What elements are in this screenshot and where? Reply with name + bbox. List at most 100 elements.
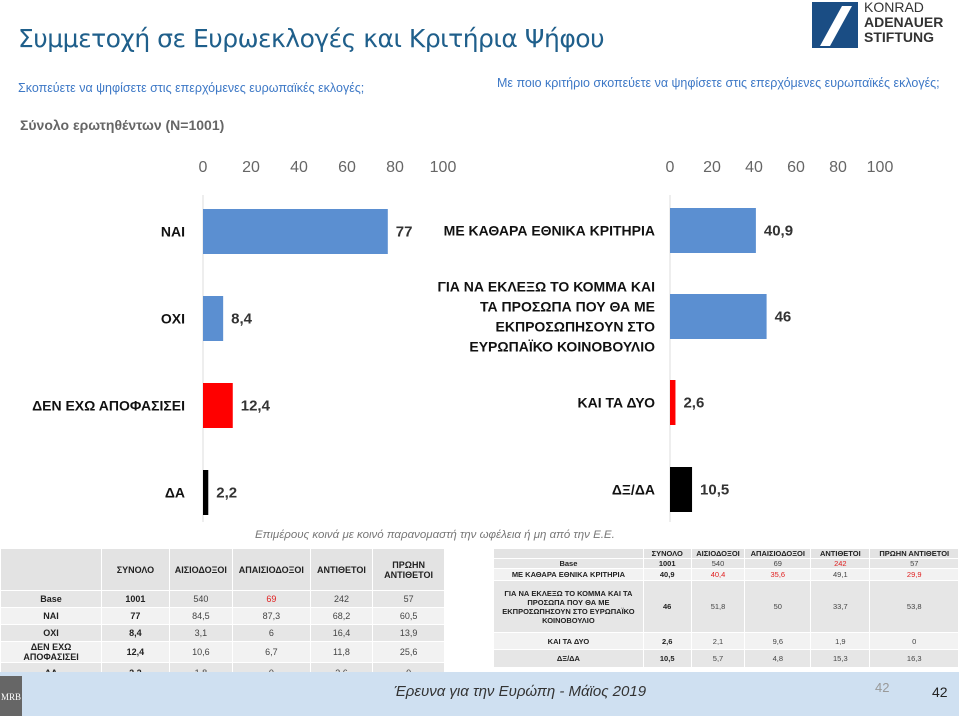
table-cell: 6,7 [231,641,311,663]
bar [203,470,209,515]
column-header: ΑΠΑΙΣΙΟΔΟΞΟΙ [231,548,311,591]
category-label: ΕΚΠΡΟΣΩΠΗΣΟΥΝ ΣΤΟ [496,319,656,335]
data-label: 2,6 [683,395,704,412]
row-label: ΜΕ ΚΑΘΑΡΑ ΕΘΝΙΚΑ ΚΡΙΤΗΡΙΑ [493,568,644,581]
table-cell: 35,6 [744,568,812,581]
table-cell: 13,9 [372,624,445,642]
row-label: Base [0,590,103,608]
row-label: ΔΞ/ΔΑ [493,649,644,668]
x-tick-label: 20 [703,159,721,176]
table-cell: 2,1 [690,632,746,650]
table-cell: 10,5 [642,649,692,668]
table-cell: 60,5 [372,607,445,625]
table-row: ΜΕ ΚΑΘΑΡΑ ΕΘΝΙΚΑ ΚΡΙΤΗΡΙΑ 40,9 40,4 35,6 49,… [493,568,959,581]
table-cell: 33,7 [810,580,871,633]
bar [203,383,233,428]
table-cell: 10,6 [168,641,233,663]
logo-line: KONRAD [864,0,924,15]
x-tick-label: 0 [199,159,208,176]
table-cell: 51,8 [690,580,746,633]
bar [670,467,693,512]
data-label: 2,2 [216,485,237,502]
table-cell: 5,7 [690,649,746,668]
table-cell: 46 [642,580,692,633]
table-cell: 6 [231,624,311,642]
category-label: ΔΞ/ΔΑ [612,482,655,498]
row-label: ΔΕΝ ΕΧΩ ΑΠΟΦΑΣΙΣΕΙ [0,641,103,663]
table-cell: 25,6 [372,641,445,663]
table-row: ΝΑΙ 77 84,5 87,3 68,2 60,5 [0,607,445,625]
table-cell: 57 [372,590,445,608]
table-cell: 40,4 [690,568,746,581]
charts: 0 20 40 60 80 100 77 ΝΑΙ 8,4 ΟΧΙ 12,4 ΔΕΝ ΕΧΩ ΑΠΟΦΑ… [32,159,894,522]
table-left: ΣΥΝΟΛΟ ΑΙΣΙΟΔΟΞΟΙ ΑΠΑΙΣΙΟΔΟΞΟΙ ΑΝΤΙΘΕΤΟΙ ΠΡΩ… [0,548,445,684]
table-row: Base 1001 540 69 242 57 [0,590,445,608]
logo-line: ADENAUER [864,14,944,30]
table-row: ΓΙΑ ΝΑ ΕΚΛΕΞΩ ΤΟ ΚΟΜΜΑ ΚΑΙ ΤΑ ΠΡΟΣΩΠΑ ΠΟ… [493,580,959,633]
table-cell: 540 [690,558,746,569]
column-header: ΣΥΝΟΛΟ [642,548,692,559]
note: Επιμέρους κοινά με κοινό παρανομαστή την… [255,529,615,541]
logo-line: STIFTUNG [864,29,934,45]
footer [0,672,959,716]
table-cell: 242 [309,590,374,608]
table-row: ΔΞ/ΔΑ 10,5 5,7 4,8 15,3 16,3 [493,649,959,668]
table-cell: 69 [744,558,812,569]
column-header [493,548,644,559]
row-label: ΚΑΙ ΤΑ ΔΥΟ [493,632,644,650]
table-cell: 50 [744,580,812,633]
table-cell: 16,4 [309,624,374,642]
kas-logo-mark [812,2,858,48]
row-label: ΓΙΑ ΝΑ ΕΚΛΕΞΩ ΤΟ ΚΟΜΜΑ ΚΑΙ ΤΑ ΠΡΟΣΩΠΑ ΠΟ… [493,580,644,633]
x-tick-label: 20 [242,159,260,176]
x-tick-label: 80 [829,159,847,176]
table-cell: 57 [869,558,959,569]
table-cell: 69 [231,590,311,608]
footer-text: Έρευνα για την Ευρώπη - Μάϊος 2019 [393,683,647,700]
table-cell: 40,9 [642,568,692,581]
table-cell: 16,3 [869,649,959,668]
page-number: 42 [932,684,948,700]
column-header: ΑΝΤΙΘΕΤΟΙ [309,548,374,591]
table-cell: 84,5 [168,607,233,625]
column-header: ΠΡΩΗΝ ΑΝΤΙΘΕΤΟΙ [372,548,445,591]
question-right: Με ποιο κριτήριο σκοπεύετε να ψηφίσετε σ… [497,76,940,90]
table-cell: 2,6 [642,632,692,650]
row-label: ΝΑΙ [0,607,103,625]
x-tick-label: 60 [338,159,356,176]
base-label: Σύνολο ερωτηθέντων (N=1001) [20,117,225,133]
category-label: ΕΥΡΩΠΑΪΚΟ ΚΟΙΝΟΒΟΥΛΙΟ [469,339,655,355]
table-row: ΔΕΝ ΕΧΩ ΑΠΟΦΑΣΙΣΕΙ 12,4 10,6 6,7 11,8 25,6 [0,641,445,663]
data-label: 10,5 [700,482,729,499]
page-number-faint: 42 [875,680,890,695]
mrb-logo: MRB [0,676,22,716]
data-label: 77 [396,224,413,241]
table-cell: 53,8 [869,580,959,633]
table-row: ΟΧΙ 8,4 3,1 6 16,4 13,9 [0,624,445,642]
x-tick-label: 60 [787,159,805,176]
category-label: ΤΑ ΠΡΟΣΩΠΑ ΠΟΥ ΘΑ ΜΕ [480,299,655,315]
table-cell: 9,6 [744,632,812,650]
table-cell: 3,1 [168,624,233,642]
table-cell: 15,3 [810,649,871,668]
column-header: ΠΡΩΗΝ ΑΝΤΙΘΕΤΟΙ [869,548,959,559]
x-tick-label: 100 [867,159,894,176]
table-right: ΣΥΝΟΛΟ ΑΙΣΙΟΔΟΞΟΙ ΑΠΑΙΣΙΟΔΟΞΟΙ ΑΝΤΙΘΕΤΟΙ ΠΡΩ… [493,548,959,668]
category-label: ΚΑΙ ΤΑ ΔΥΟ [578,395,656,411]
column-header: ΣΥΝΟΛΟ [101,548,170,591]
table-cell: 540 [168,590,233,608]
table-cell: 1,9 [810,632,871,650]
bar [203,296,224,341]
table-cell: 1001 [101,590,170,608]
bar [670,208,756,253]
table-cell: 242 [810,558,871,569]
bar [203,209,388,254]
category-label: ΜΕ ΚΑΘΑΡΑ ΕΘΝΙΚΑ ΚΡΙΤΗΡΙΑ [444,223,655,239]
bar [670,294,767,339]
data-label: 8,4 [231,311,253,328]
bar [670,380,676,425]
table-cell: 49,1 [810,568,871,581]
category-label: ΟΧΙ [161,311,185,327]
question-left: Σκοπεύετε να ψηφίσετε στις επερχόμενες ε… [18,81,365,95]
table-cell: 8,4 [101,624,170,642]
